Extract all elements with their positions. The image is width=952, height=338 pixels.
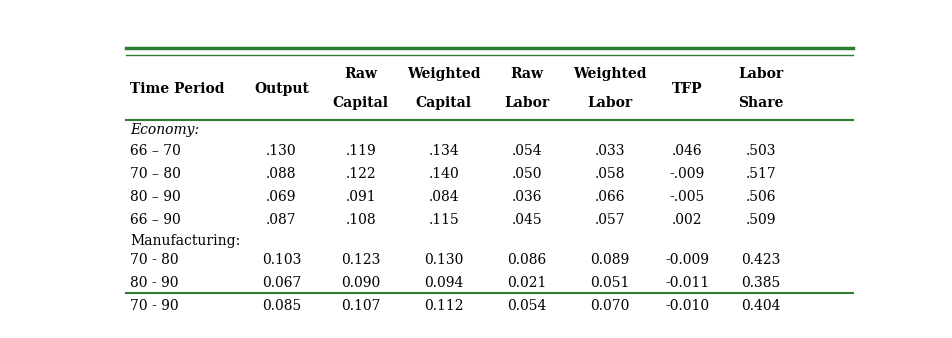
- Text: TFP: TFP: [672, 82, 703, 96]
- Text: -0.010: -0.010: [665, 299, 709, 313]
- Text: .046: .046: [672, 144, 703, 158]
- Text: Capital: Capital: [416, 96, 471, 110]
- Text: -0.009: -0.009: [665, 254, 709, 267]
- Text: 0.404: 0.404: [742, 299, 781, 313]
- Text: 0.103: 0.103: [262, 254, 301, 267]
- Text: Weighted: Weighted: [573, 67, 646, 81]
- Text: Capital: Capital: [332, 96, 388, 110]
- Text: -.009: -.009: [669, 167, 704, 181]
- Text: 66 – 90: 66 – 90: [130, 213, 181, 227]
- Text: 66 – 70: 66 – 70: [130, 144, 181, 158]
- Text: .088: .088: [266, 167, 297, 181]
- Text: .091: .091: [346, 190, 376, 204]
- Text: .050: .050: [511, 167, 542, 181]
- Text: 70 - 90: 70 - 90: [130, 299, 179, 313]
- Text: .108: .108: [346, 213, 376, 227]
- Text: 70 - 80: 70 - 80: [130, 254, 179, 267]
- Text: Economy:: Economy:: [130, 123, 199, 137]
- Text: 0.086: 0.086: [507, 254, 546, 267]
- Text: Labor: Labor: [587, 96, 632, 110]
- Text: .122: .122: [346, 167, 376, 181]
- Text: .033: .033: [594, 144, 625, 158]
- Text: -.005: -.005: [669, 190, 704, 204]
- Text: .002: .002: [672, 213, 703, 227]
- Text: 0.021: 0.021: [507, 276, 546, 290]
- Text: .069: .069: [266, 190, 297, 204]
- Text: Manufacturing:: Manufacturing:: [130, 234, 240, 248]
- Text: 0.090: 0.090: [341, 276, 380, 290]
- Text: 0.054: 0.054: [507, 299, 546, 313]
- Text: .036: .036: [511, 190, 542, 204]
- Text: .130: .130: [266, 144, 297, 158]
- Text: 70 – 80: 70 – 80: [130, 167, 181, 181]
- Text: .140: .140: [428, 167, 459, 181]
- Text: 0.094: 0.094: [424, 276, 464, 290]
- Text: 0.385: 0.385: [742, 276, 781, 290]
- Text: .058: .058: [594, 167, 625, 181]
- Text: 0.085: 0.085: [262, 299, 301, 313]
- Text: .066: .066: [594, 190, 625, 204]
- Text: .134: .134: [428, 144, 459, 158]
- Text: Raw: Raw: [344, 67, 377, 81]
- Text: Raw: Raw: [510, 67, 544, 81]
- Text: Labor: Labor: [739, 67, 783, 81]
- Text: .506: .506: [745, 190, 776, 204]
- Text: 0.051: 0.051: [590, 276, 629, 290]
- Text: Share: Share: [738, 96, 783, 110]
- Text: 0.423: 0.423: [742, 254, 781, 267]
- Text: .503: .503: [745, 144, 776, 158]
- Text: .087: .087: [266, 213, 297, 227]
- Text: .509: .509: [745, 213, 776, 227]
- Text: 0.067: 0.067: [262, 276, 301, 290]
- Text: 0.089: 0.089: [590, 254, 629, 267]
- Text: 0.123: 0.123: [341, 254, 380, 267]
- Text: 80 - 90: 80 - 90: [130, 276, 179, 290]
- Text: .119: .119: [346, 144, 376, 158]
- Text: -0.011: -0.011: [665, 276, 709, 290]
- Text: 0.107: 0.107: [341, 299, 381, 313]
- Text: .115: .115: [428, 213, 459, 227]
- Text: .045: .045: [511, 213, 542, 227]
- Text: Output: Output: [254, 82, 308, 96]
- Text: .054: .054: [511, 144, 542, 158]
- Text: Labor: Labor: [504, 96, 549, 110]
- Text: .057: .057: [594, 213, 625, 227]
- Text: 0.130: 0.130: [424, 254, 464, 267]
- Text: Weighted: Weighted: [407, 67, 481, 81]
- Text: 80 – 90: 80 – 90: [130, 190, 181, 204]
- Text: .517: .517: [745, 167, 776, 181]
- Text: 0.070: 0.070: [590, 299, 629, 313]
- Text: Time Period: Time Period: [130, 82, 225, 96]
- Text: 0.112: 0.112: [424, 299, 464, 313]
- Text: .084: .084: [428, 190, 459, 204]
